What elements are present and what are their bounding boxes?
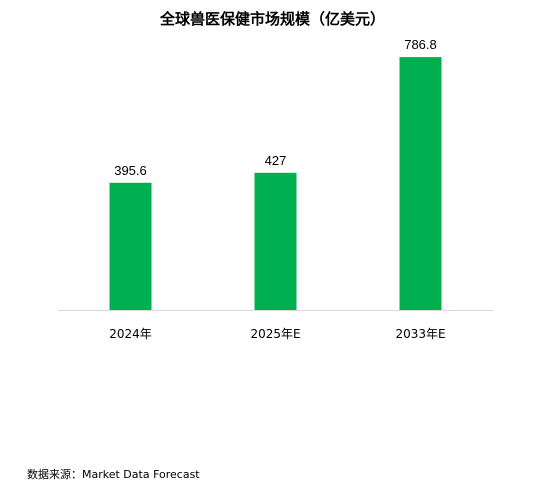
- x-tick-label-3: 2033年E: [395, 327, 445, 341]
- source-note: 数据来源：Market Data Forecast: [27, 468, 200, 481]
- bar-3: [399, 57, 442, 310]
- x-tick-label-2: 2025年E: [250, 327, 300, 341]
- x-tick-label-1: 2024年: [109, 327, 152, 341]
- bar-2: [254, 172, 297, 311]
- data-label-2: 427: [265, 153, 287, 168]
- chart-title: 全球兽医保健市场规模（亿美元）: [159, 10, 385, 28]
- bar-1: [109, 182, 152, 310]
- data-label-1: 395.6: [114, 163, 147, 178]
- data-label-3: 786.8: [404, 37, 437, 52]
